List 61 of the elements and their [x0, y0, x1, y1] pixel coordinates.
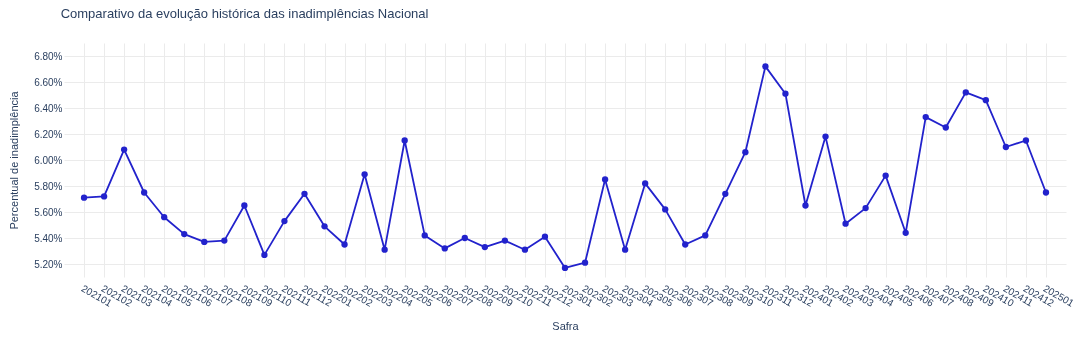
- point: [261, 251, 268, 259]
- point: [281, 217, 288, 225]
- point: [862, 204, 869, 212]
- point: [141, 189, 148, 196]
- y-tick-label: 6.00%: [34, 154, 63, 166]
- point: [601, 176, 609, 183]
- point: [161, 214, 168, 221]
- point: [902, 229, 909, 236]
- point: [541, 233, 549, 240]
- point: [722, 190, 729, 197]
- point: [241, 202, 248, 209]
- point: [321, 223, 328, 230]
- point: [221, 237, 228, 244]
- point: [461, 234, 468, 242]
- point: [742, 149, 749, 156]
- point: [962, 89, 969, 96]
- point: [421, 232, 428, 239]
- point: [621, 246, 629, 253]
- y-axis-title: Percentual de inadimplência: [8, 90, 21, 230]
- point: [201, 238, 208, 246]
- point: [521, 246, 529, 253]
- point: [120, 146, 128, 153]
- point: [581, 259, 589, 266]
- y-tick-label: 5.20%: [34, 258, 63, 270]
- point: [301, 190, 308, 197]
- point: [381, 246, 388, 253]
- point: [80, 194, 88, 201]
- point: [882, 172, 889, 179]
- chart-title: Comparativo da evolução histórica das inadimplências Nacional: [60, 6, 429, 21]
- point: [1042, 189, 1050, 196]
- point: [481, 243, 488, 251]
- y-tick-label: 5.80%: [34, 180, 63, 192]
- point: [922, 113, 929, 121]
- point: [441, 245, 448, 252]
- point: [982, 97, 989, 104]
- point: [662, 206, 669, 213]
- point: [401, 137, 408, 144]
- point: [501, 237, 509, 244]
- point: [802, 202, 809, 209]
- y-tick-label: 5.60%: [34, 206, 63, 218]
- point: [181, 230, 188, 238]
- point: [762, 63, 769, 70]
- point: [942, 124, 949, 131]
- point: [100, 193, 108, 200]
- y-tick-label: 6.20%: [34, 128, 63, 140]
- x-axis-title: Safra: [552, 319, 580, 332]
- y-tick-label: 6.40%: [34, 102, 63, 114]
- point: [561, 264, 569, 272]
- point: [361, 171, 368, 178]
- point: [1002, 143, 1010, 151]
- point: [822, 133, 829, 140]
- y-tick-label: 5.40%: [34, 232, 63, 244]
- y-tick-label: 6.60%: [34, 76, 63, 88]
- point: [1022, 137, 1030, 144]
- point: [842, 220, 849, 227]
- point: [702, 232, 709, 239]
- point: [782, 90, 789, 97]
- point: [642, 180, 649, 187]
- point: [682, 241, 689, 248]
- point: [341, 241, 348, 248]
- y-tick-label: 6.80%: [34, 50, 63, 62]
